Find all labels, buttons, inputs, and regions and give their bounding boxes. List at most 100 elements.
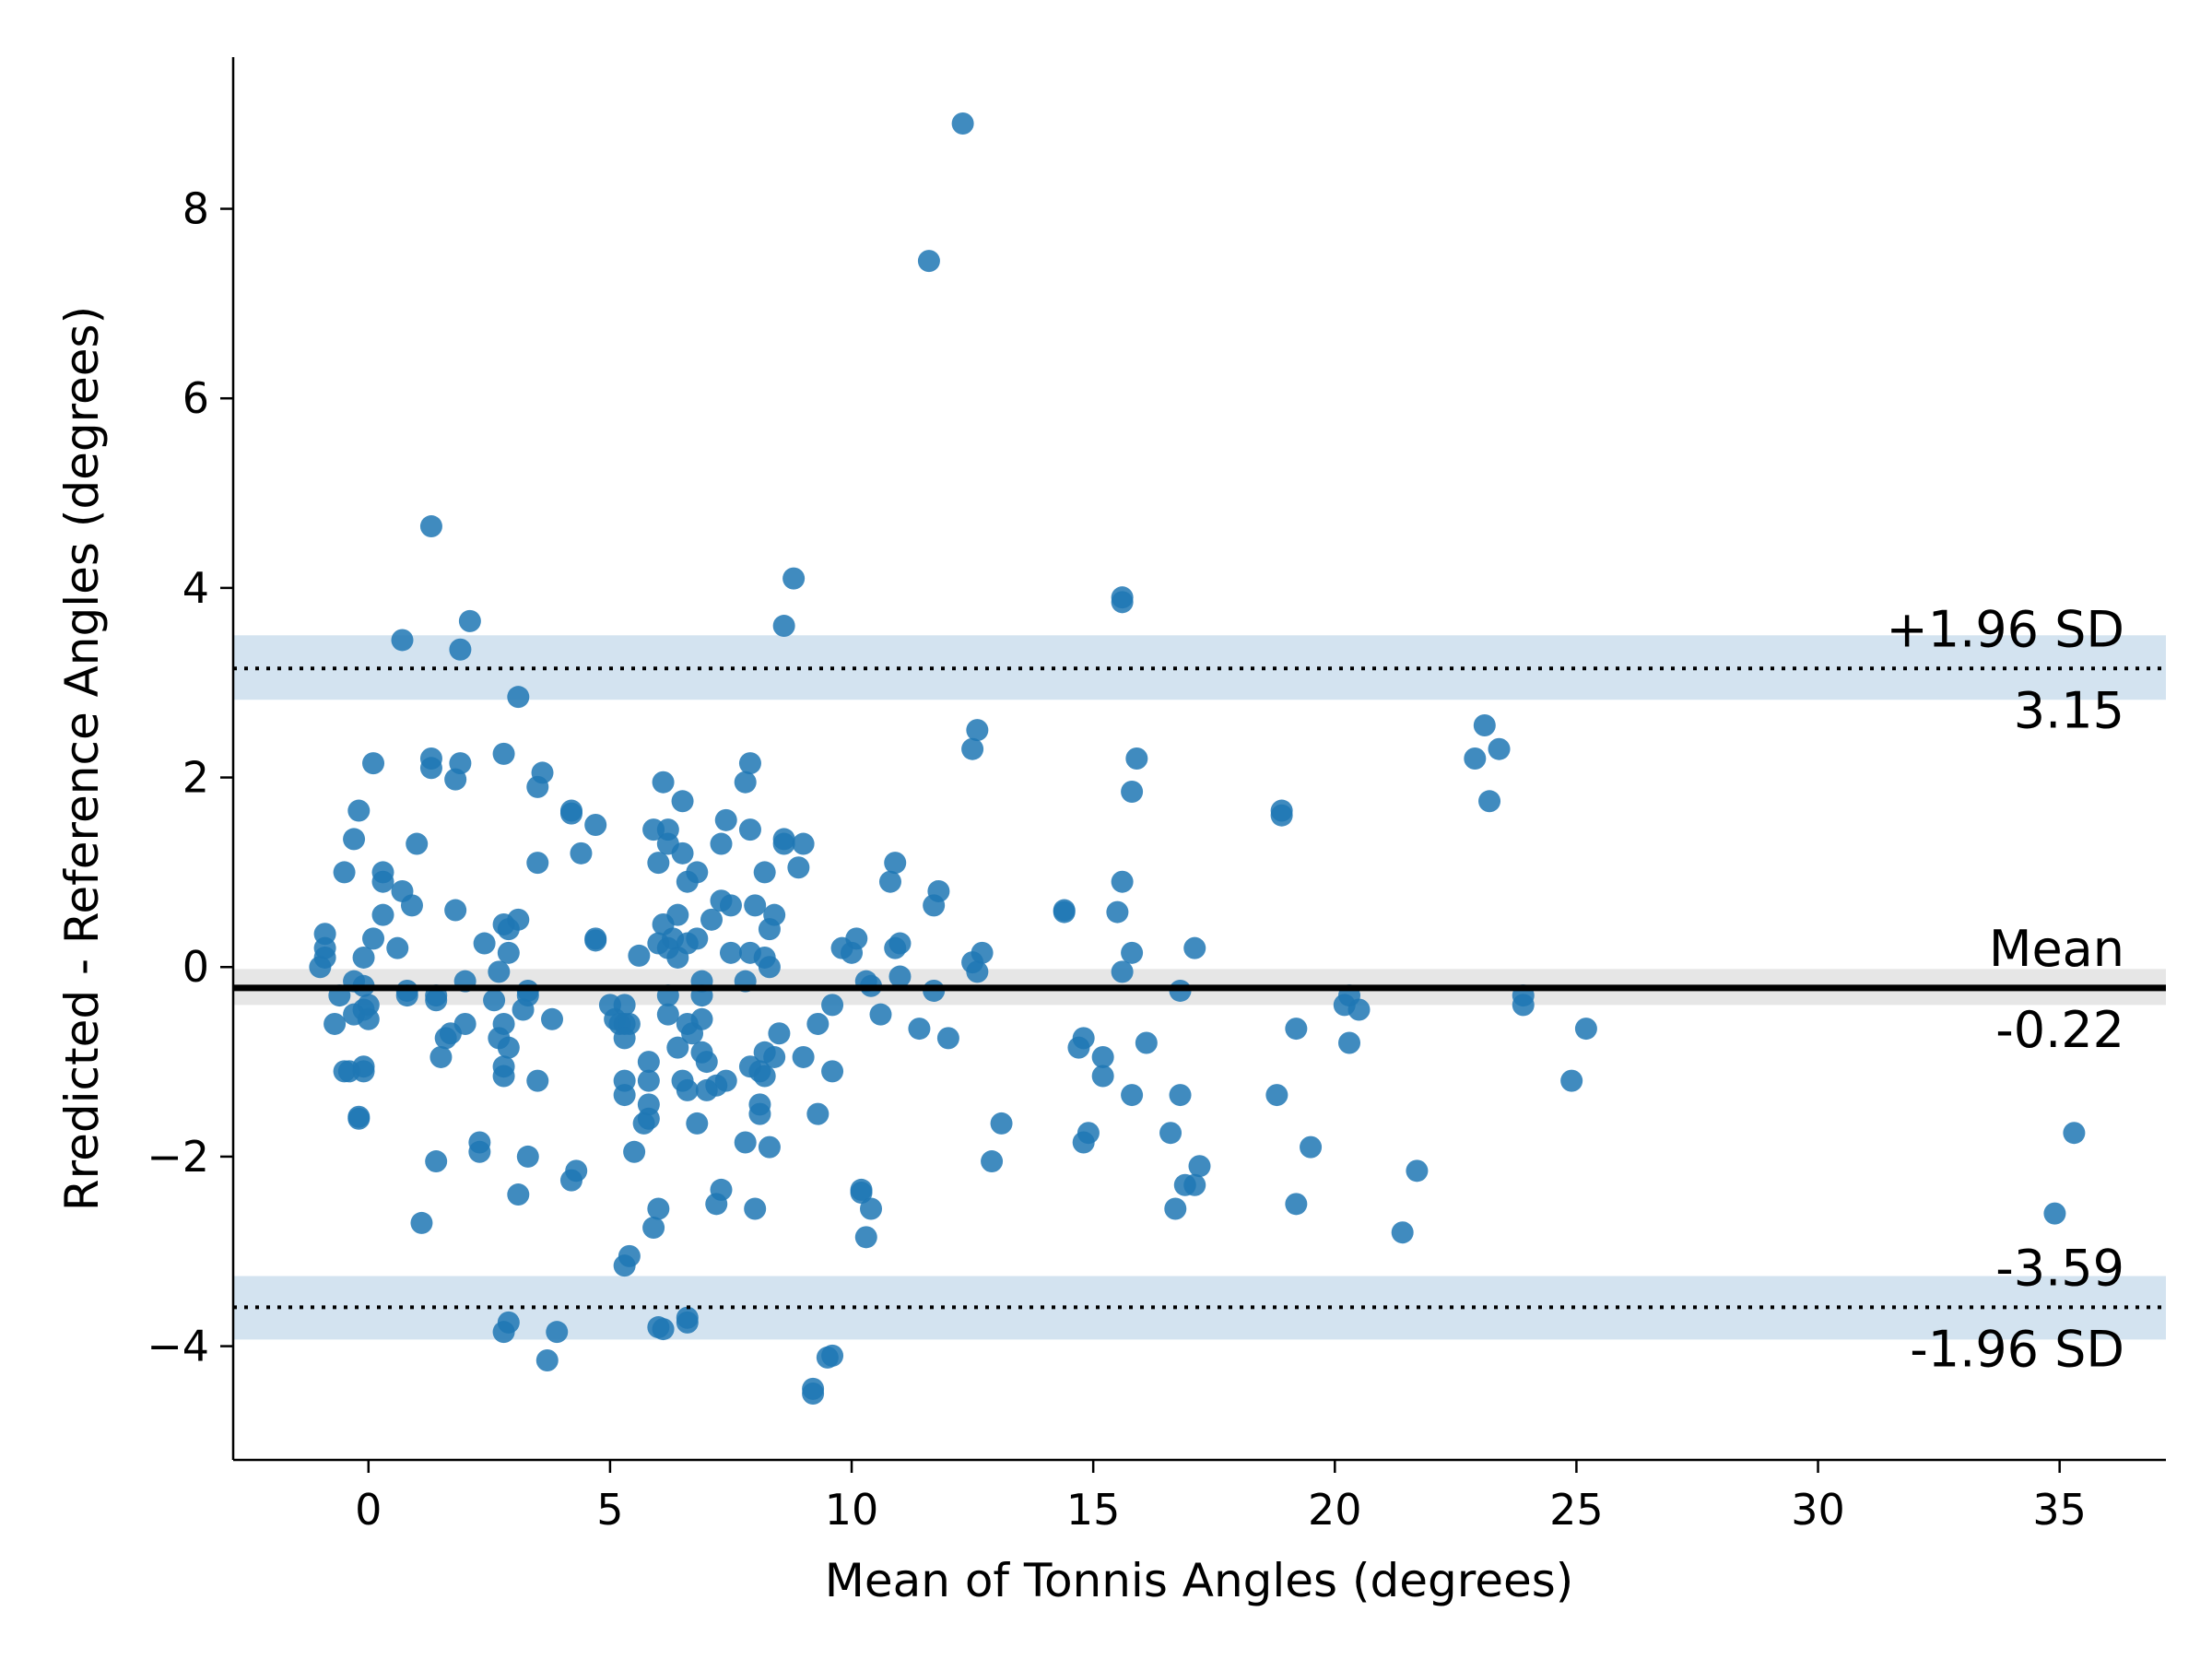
data-point [352,1060,375,1083]
data-point [884,936,907,959]
data-point [850,1181,873,1204]
data-point [1406,1159,1429,1182]
data-point [666,1036,689,1059]
data-point [535,1349,559,1372]
data-point [738,752,761,775]
data-point [352,946,375,969]
data-point [676,1078,699,1101]
y-axis-ticks: −4 −2 0 2 4 6 8 [147,184,233,1371]
data-point [652,771,675,794]
data-point [758,956,781,979]
data-point [425,989,448,1012]
data-point [860,1197,883,1220]
data-point [990,1112,1013,1135]
data-point [792,832,815,855]
data-point [888,965,912,988]
y-tick-label: 4 [182,563,209,613]
data-point [1285,1193,1308,1216]
data-point [802,1382,825,1406]
x-tick-label: 30 [1791,1485,1845,1535]
data-point [719,941,742,964]
data-point [806,1012,830,1035]
data-point [936,1027,959,1050]
data-point [386,936,409,959]
y-tick-label: −2 [147,1132,209,1182]
data-point [1391,1221,1414,1244]
data-point [497,941,520,964]
x-tick-label: 10 [825,1485,879,1535]
data-point [647,1197,670,1220]
data-point [309,956,332,979]
data-point [492,1321,515,1344]
x-tick-label: 15 [1066,1485,1121,1535]
data-point [371,903,394,926]
data-point [642,1217,665,1240]
data-point [2043,1202,2066,1225]
data-point [333,861,356,884]
data-point [1159,1122,1182,1145]
x-tick-label: 0 [355,1485,382,1535]
data-point [652,1318,675,1341]
data-point [647,852,670,875]
data-point [734,1131,757,1154]
data-point [714,808,737,831]
data-point [917,250,940,273]
data-point [434,1027,457,1050]
y-axis-title: Rredicted - Reference Angles (degrees) [55,306,109,1211]
data-point [671,841,694,865]
data-point [1478,790,1501,813]
data-point [559,1169,582,1192]
data-point [324,1012,347,1035]
data-point [400,894,423,917]
data-point [981,1150,1004,1173]
data-point [419,757,442,780]
data-point [429,1045,453,1068]
x-axis-ticks: 0 5 10 15 20 25 30 35 [355,1460,2087,1535]
data-point [1183,1173,1206,1196]
data-point [758,918,781,941]
data-point [1300,1135,1323,1159]
data-point [1338,1031,1361,1054]
data-point [410,1211,433,1234]
lower-loa-label: -1.96 SD [1910,1320,2124,1378]
scatter-points [309,112,2086,1406]
y-tick-label: 2 [182,753,209,803]
data-point [705,1193,728,1216]
data-point [869,1003,892,1026]
data-point [908,1018,931,1041]
data-point [516,1145,539,1168]
data-point [1053,900,1076,924]
x-tick-label: 20 [1308,1485,1362,1535]
data-point [686,1112,709,1135]
data-point [1111,960,1134,983]
data-point [444,899,467,922]
data-point [347,1105,371,1128]
data-point [1574,1018,1597,1041]
mean-value: -0.22 [1995,1001,2124,1059]
data-point [473,932,496,955]
reference-line-labels: +1.96 SD 3.15 Mean -0.22 -3.59 -1.96 SD [1886,600,2124,1378]
x-tick-label: 25 [1549,1485,1604,1535]
x-tick-label: 5 [596,1485,623,1535]
data-point [656,1003,679,1026]
lower-loa-value: -3.59 [1995,1239,2124,1297]
data-point [371,870,394,893]
data-point [1106,900,1129,924]
data-point [1121,1084,1144,1107]
data-point [637,1069,660,1092]
data-point [526,1069,549,1092]
data-point [951,112,974,135]
data-point [884,852,907,875]
data-point [792,1045,815,1068]
mean-label: Mean [1989,920,2124,978]
data-point [744,1197,767,1220]
data-point [1121,941,1144,964]
data-point [1111,591,1134,614]
data-point [391,629,414,652]
data-point [1473,714,1496,737]
data-point [772,832,795,855]
data-point [343,828,366,851]
data-point [841,941,864,964]
data-point [671,790,694,813]
